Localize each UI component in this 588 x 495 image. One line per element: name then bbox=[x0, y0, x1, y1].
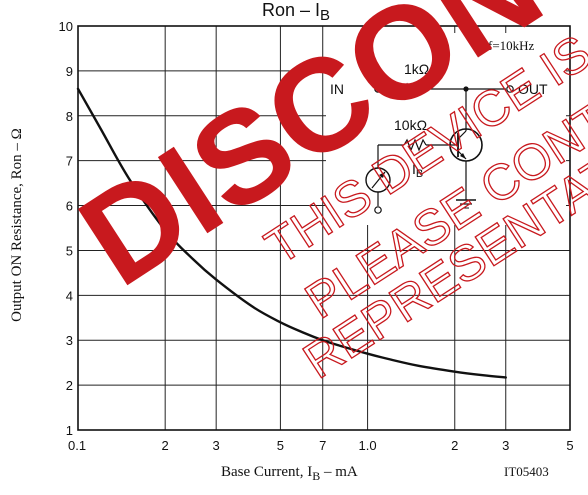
x-tick-label: 0.1 bbox=[68, 438, 86, 453]
x-tick-label: 7 bbox=[319, 438, 326, 453]
ib-label-sub: B bbox=[416, 168, 423, 180]
in-label: IN bbox=[330, 81, 344, 97]
ground-icon bbox=[456, 199, 476, 209]
resistor-base-label: 10kΩ bbox=[394, 117, 427, 133]
resistor-top-icon bbox=[403, 82, 427, 96]
y-tick-label: 8 bbox=[66, 109, 73, 124]
figure-code: IT05403 bbox=[504, 464, 549, 479]
out-label: OUT bbox=[518, 81, 548, 97]
ib-label-main: I bbox=[412, 161, 416, 177]
circuit-background bbox=[326, 33, 566, 225]
y-tick-label: 1 bbox=[66, 423, 73, 438]
x-tick-labels: 0.1 2 3 5 7 1.0 2 3 5 bbox=[68, 438, 574, 453]
y-tick-labels: 1 2 3 4 5 6 7 8 9 10 bbox=[59, 19, 73, 438]
x-tick-label: 2 bbox=[162, 438, 169, 453]
x-axis-label: Base Current, IB – mA bbox=[221, 464, 358, 483]
x-tick-label: 1.0 bbox=[359, 438, 377, 453]
x-tick-label: 5 bbox=[277, 438, 284, 453]
meter-terminal bbox=[374, 206, 382, 214]
y-tick-label: 3 bbox=[66, 333, 73, 348]
chart-title-main: Ron – I bbox=[262, 0, 320, 20]
x-tick-label: 2 bbox=[451, 438, 458, 453]
plot-frame bbox=[77, 25, 571, 431]
y-axis-label: Output ON Resistance, Ron – Ω bbox=[9, 128, 25, 322]
ammeter-icon bbox=[365, 167, 391, 193]
x-tick-label: 3 bbox=[213, 438, 220, 453]
y-tick-label: 4 bbox=[66, 288, 73, 303]
ib-label: IB bbox=[412, 161, 423, 180]
y-tick-label: 9 bbox=[66, 64, 73, 79]
x-tick-label: 3 bbox=[502, 438, 509, 453]
x-axis-label-tail: – mA bbox=[320, 464, 358, 480]
discontinued-watermark: DISCONTINUED THIS DEVICE IS PLEASE CONTA… bbox=[55, 0, 588, 390]
out-terminal bbox=[506, 85, 514, 93]
x-tick-label: 5 bbox=[566, 438, 573, 453]
y-tick-label: 2 bbox=[66, 378, 73, 393]
resistor-base-icon bbox=[403, 138, 427, 152]
x-axis-label-sub: B bbox=[312, 469, 320, 483]
y-tick-label: 5 bbox=[66, 243, 73, 258]
x-axis-label-main: Base Current, I bbox=[221, 464, 312, 480]
test-circuit-diagram: f=10kHz IN 1kΩ OUT 10kΩ IB bbox=[326, 33, 566, 225]
y-tick-label: 6 bbox=[66, 199, 73, 214]
y-tick-label: 10 bbox=[59, 19, 73, 34]
resistor-top-label: 1kΩ bbox=[404, 61, 429, 77]
frequency-label: f=10kHz bbox=[488, 38, 535, 53]
chart-title-sub: B bbox=[320, 7, 330, 24]
chart-title: Ron – IB bbox=[262, 0, 330, 24]
series-line bbox=[76, 87, 507, 379]
y-tick-label: 7 bbox=[66, 154, 73, 169]
